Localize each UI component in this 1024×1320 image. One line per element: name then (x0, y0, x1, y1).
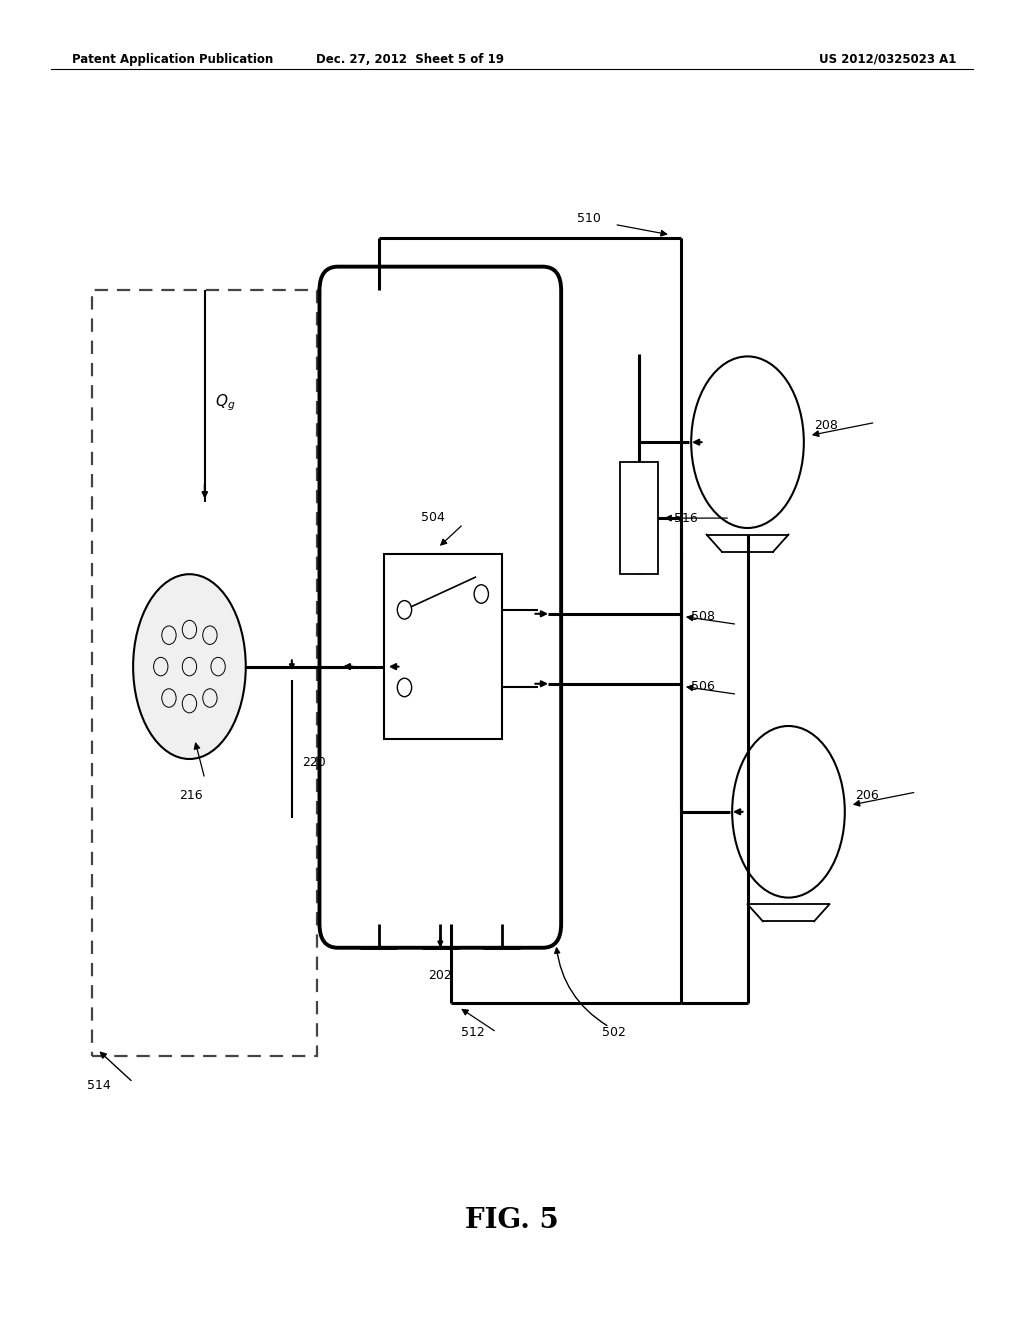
Bar (92, 290, 317, 1056)
Text: 208: 208 (814, 418, 838, 432)
Text: 508: 508 (691, 610, 715, 623)
Text: 206: 206 (855, 788, 879, 801)
Circle shape (397, 678, 412, 697)
Text: Patent Application Publication: Patent Application Publication (72, 53, 273, 66)
Text: US 2012/0325023 A1: US 2012/0325023 A1 (819, 53, 956, 66)
Circle shape (397, 601, 412, 619)
Text: 516: 516 (674, 512, 697, 524)
Bar (620, 462, 658, 574)
Text: 202: 202 (428, 969, 453, 982)
Ellipse shape (133, 574, 246, 759)
Circle shape (474, 585, 488, 603)
Text: $Q_g$: $Q_g$ (215, 392, 236, 413)
Text: 504: 504 (421, 511, 444, 524)
Text: Dec. 27, 2012  Sheet 5 of 19: Dec. 27, 2012 Sheet 5 of 19 (315, 53, 504, 66)
Text: 502: 502 (602, 1026, 627, 1039)
Text: 510: 510 (577, 211, 601, 224)
Text: 514: 514 (87, 1078, 111, 1092)
Text: 220: 220 (302, 755, 326, 768)
Bar (384, 554, 502, 739)
Text: FIG. 5: FIG. 5 (465, 1208, 559, 1234)
Text: 512: 512 (461, 1026, 484, 1039)
Text: 506: 506 (691, 680, 715, 693)
Text: 216: 216 (179, 788, 203, 801)
